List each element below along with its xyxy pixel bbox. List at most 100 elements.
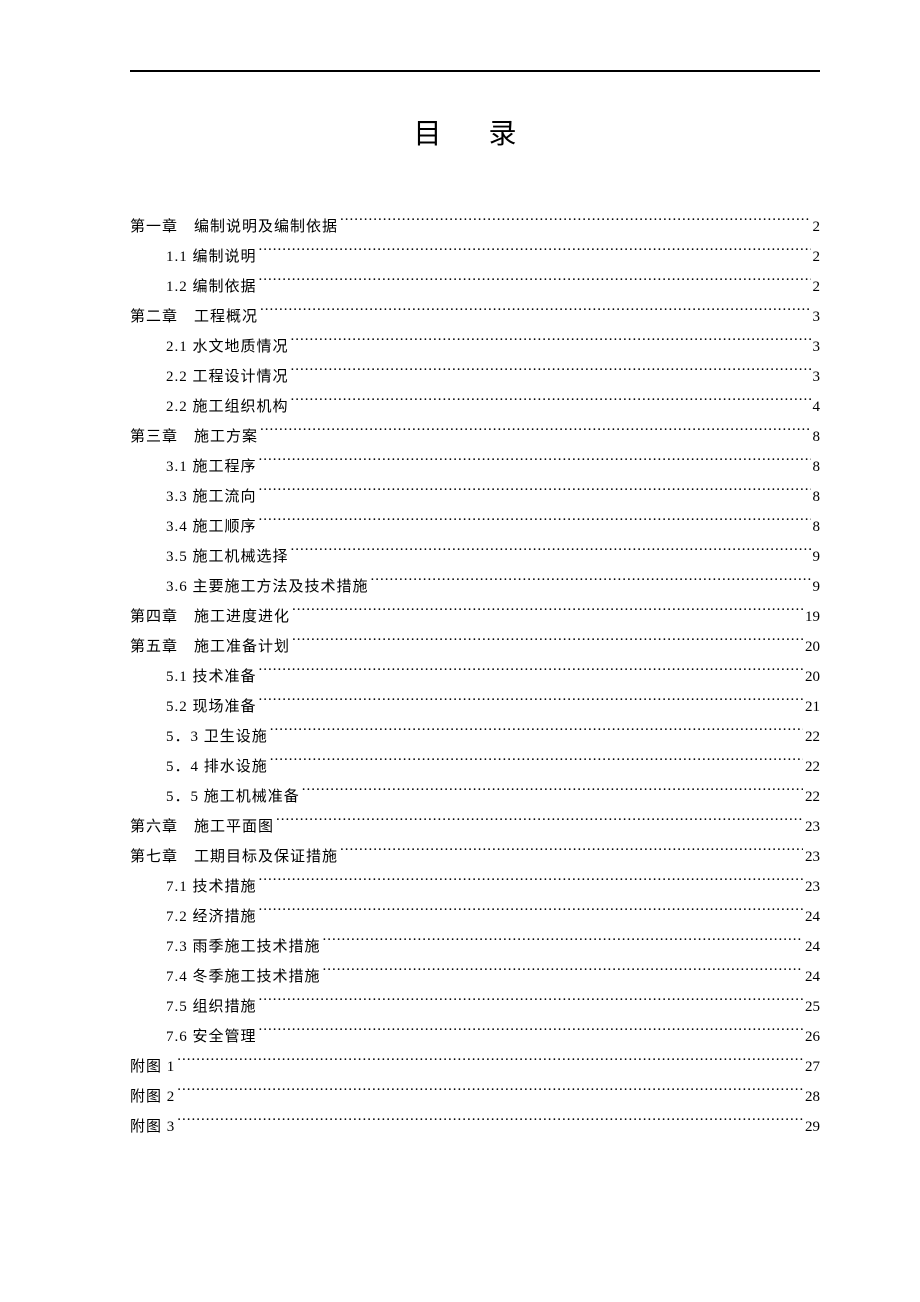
toc-leader-dots — [259, 666, 803, 681]
toc-leader-dots — [259, 516, 811, 531]
toc-entry-page: 24 — [805, 902, 820, 932]
toc-entry-page: 8 — [813, 452, 821, 482]
toc-entry-label: 第六章 施工平面图 — [130, 812, 274, 842]
toc-entry: 7.1 技术措施23 — [130, 872, 820, 902]
toc-leader-dots — [259, 276, 811, 291]
toc-entry-page: 28 — [805, 1082, 820, 1112]
toc-entry-page: 9 — [813, 542, 821, 572]
toc-entry: 5．5 施工机械准备22 — [130, 782, 820, 812]
toc-entry-page: 2 — [813, 212, 821, 242]
toc-entry-page: 19 — [805, 602, 820, 632]
toc-entry-label: 5．4 排水设施 — [166, 752, 268, 782]
toc-entry: 1.2 编制依据 2 — [130, 272, 820, 302]
toc-leader-dots — [177, 1086, 803, 1101]
toc-leader-dots — [371, 576, 811, 591]
toc-entry-label: 7.5 组织措施 — [166, 992, 257, 1022]
toc-leader-dots — [292, 636, 803, 651]
toc-leader-dots — [291, 336, 811, 351]
toc-entry: 5．4 排水设施 22 — [130, 752, 820, 782]
toc-entry-label: 7.2 经济措施 — [166, 902, 257, 932]
table-of-contents: 第一章 编制说明及编制依据21.1 编制说明21.2 编制依据2第二章 工程概况… — [130, 212, 820, 1142]
toc-entry-page: 9 — [813, 572, 821, 602]
toc-entry-page: 22 — [805, 752, 820, 782]
document-page: 目 录 第一章 编制说明及编制依据21.1 编制说明21.2 编制依据2第二章 … — [0, 0, 920, 1242]
toc-entry: 附图 3 29 — [130, 1112, 820, 1142]
toc-entry: 第三章 施工方案 8 — [130, 422, 820, 452]
toc-entry-page: 22 — [805, 722, 820, 752]
toc-entry-label: 第四章 施工进度进化 — [130, 602, 290, 632]
toc-entry: 第四章 施工进度进化 19 — [130, 602, 820, 632]
toc-entry-label: 2.2 工程设计情况 — [166, 362, 289, 392]
toc-leader-dots — [259, 906, 803, 921]
toc-leader-dots — [259, 996, 803, 1011]
toc-entry-page: 4 — [813, 392, 821, 422]
toc-entry: 3.4 施工顺序8 — [130, 512, 820, 542]
toc-entry-label: 第七章 工期目标及保证措施 — [130, 842, 338, 872]
toc-entry-label: 3.1 施工程序 — [166, 452, 257, 482]
toc-entry: 3.6 主要施工方法及技术措施 9 — [130, 572, 820, 602]
toc-entry-page: 24 — [805, 962, 820, 992]
toc-entry: 附图 228 — [130, 1082, 820, 1112]
toc-leader-dots — [259, 876, 803, 891]
toc-entry: 第六章 施工平面图 23 — [130, 812, 820, 842]
toc-entry-page: 25 — [805, 992, 820, 1022]
toc-entry: 3.5 施工机械选择9 — [130, 542, 820, 572]
toc-entry-label: 5.1 技术准备 — [166, 662, 257, 692]
toc-entry: 附图 1 27 — [130, 1052, 820, 1082]
toc-title: 目 录 — [130, 112, 820, 152]
toc-entry: 第一章 编制说明及编制依据2 — [130, 212, 820, 242]
toc-leader-dots — [177, 1116, 803, 1131]
toc-leader-dots — [340, 846, 803, 861]
toc-entry-page: 20 — [805, 632, 820, 662]
toc-leader-dots — [260, 306, 810, 321]
toc-entry-label: 2.2 施工组织机构 — [166, 392, 289, 422]
toc-entry-page: 2 — [813, 272, 821, 302]
toc-entry-page: 20 — [805, 662, 820, 692]
toc-entry-label: 5．3 卫生设施 — [166, 722, 268, 752]
toc-entry: 5.1 技术准备 20 — [130, 662, 820, 692]
toc-entry: 2.2 施工组织机构 4 — [130, 392, 820, 422]
toc-entry-label: 7.3 雨季施工技术措施 — [166, 932, 321, 962]
toc-leader-dots — [260, 426, 810, 441]
toc-entry: 3.3 施工流向 8 — [130, 482, 820, 512]
toc-entry-label: 7.4 冬季施工技术措施 — [166, 962, 321, 992]
toc-entry: 1.1 编制说明2 — [130, 242, 820, 272]
toc-leader-dots — [259, 456, 811, 471]
toc-entry-label: 1.2 编制依据 — [166, 272, 257, 302]
toc-leader-dots — [259, 486, 811, 501]
toc-entry-label: 第三章 施工方案 — [130, 422, 258, 452]
toc-leader-dots — [340, 216, 810, 231]
toc-leader-dots — [259, 696, 803, 711]
toc-entry: 第二章 工程概况3 — [130, 302, 820, 332]
toc-entry: 7.2 经济措施 24 — [130, 902, 820, 932]
toc-entry-label: 2.1 水文地质情况 — [166, 332, 289, 362]
toc-entry-label: 3.3 施工流向 — [166, 482, 257, 512]
toc-leader-dots — [276, 816, 803, 831]
toc-entry-page: 23 — [805, 812, 820, 842]
toc-entry: 第五章 施工准备计划20 — [130, 632, 820, 662]
toc-leader-dots — [291, 396, 811, 411]
toc-entry-page: 8 — [813, 482, 821, 512]
toc-entry-page: 27 — [805, 1052, 820, 1082]
toc-entry: 3.1 施工程序 8 — [130, 452, 820, 482]
toc-entry: 2.1 水文地质情况3 — [130, 332, 820, 362]
toc-entry-page: 22 — [805, 782, 820, 812]
toc-entry-page: 8 — [813, 422, 821, 452]
toc-entry-page: 29 — [805, 1112, 820, 1142]
toc-entry-label: 7.6 安全管理 — [166, 1022, 257, 1052]
toc-entry-label: 3.6 主要施工方法及技术措施 — [166, 572, 369, 602]
toc-entry-label: 附图 1 — [130, 1052, 175, 1082]
toc-entry-page: 23 — [805, 872, 820, 902]
toc-leader-dots — [302, 786, 803, 801]
toc-entry-page: 23 — [805, 842, 820, 872]
toc-entry: 2.2 工程设计情况3 — [130, 362, 820, 392]
toc-leader-dots — [323, 936, 803, 951]
toc-entry-label: 附图 3 — [130, 1112, 175, 1142]
toc-entry-page: 24 — [805, 932, 820, 962]
toc-entry: 7.5 组织措施 25 — [130, 992, 820, 1022]
toc-leader-dots — [291, 546, 811, 561]
toc-leader-dots — [270, 726, 803, 741]
toc-leader-dots — [259, 1026, 803, 1041]
toc-leader-dots — [259, 246, 811, 261]
toc-entry-page: 21 — [805, 692, 820, 722]
